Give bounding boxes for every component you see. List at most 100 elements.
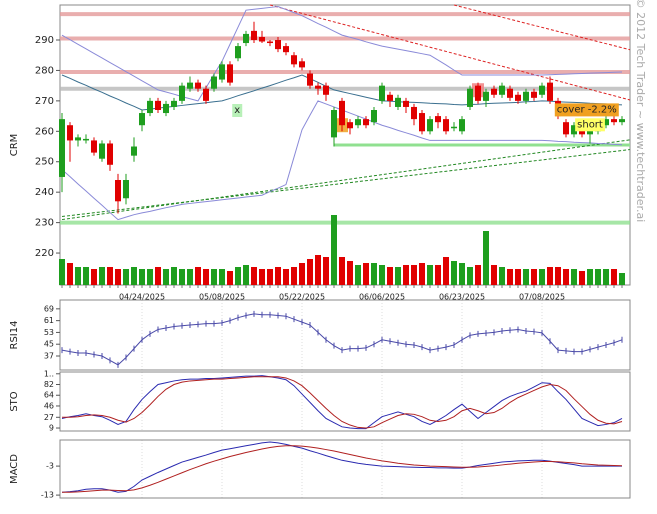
indicator-line <box>61 441 622 493</box>
candle-body <box>275 40 281 50</box>
volume-bar <box>67 263 73 285</box>
x-tick-label: 04/24/2025 <box>119 293 165 302</box>
candle-body <box>107 143 113 165</box>
candle-body <box>387 94 393 101</box>
volume-bar <box>579 271 585 285</box>
volume-bar <box>555 267 561 285</box>
trend-line <box>61 149 631 218</box>
volume-bar <box>163 269 169 285</box>
volume-bar <box>323 257 329 285</box>
volume-bar <box>435 265 441 285</box>
candle-body <box>347 122 353 129</box>
volume-bar <box>211 269 217 285</box>
volume-bar <box>491 265 497 285</box>
volume-bar <box>515 269 521 285</box>
y-tick-label: 260 <box>35 126 54 137</box>
candle-body <box>475 85 481 101</box>
candle-body <box>211 76 217 89</box>
annotation: x <box>234 105 240 116</box>
y-tick-label: 230 <box>35 218 54 229</box>
volume-bar <box>187 269 193 285</box>
y-axis-label: CRM <box>9 134 20 157</box>
candle-body <box>331 110 337 138</box>
candle-body <box>315 85 321 89</box>
x-tick-label: 05/08/2025 <box>199 293 245 302</box>
volume-bar <box>59 259 65 285</box>
candle-body <box>539 85 545 95</box>
volume-bar <box>331 215 337 285</box>
volume-bar <box>571 269 577 285</box>
candle-body <box>171 100 177 107</box>
candle-body <box>571 125 577 135</box>
indicator-line <box>61 375 623 430</box>
candle-body <box>339 100 345 126</box>
candle-body <box>203 88 209 101</box>
candle-body <box>531 91 537 98</box>
candle-body <box>467 88 473 107</box>
annotation-box <box>232 104 243 117</box>
volume-bar <box>371 263 377 285</box>
candle-body <box>371 110 377 123</box>
volume-bar <box>91 269 97 285</box>
annotation-box <box>575 118 605 132</box>
candle-body <box>123 180 129 199</box>
watermark: © 2012 Tech Trader ~ www.techtrader.ai <box>634 0 647 222</box>
candle-body <box>115 180 121 202</box>
volume-bar <box>595 269 601 285</box>
x-tick-label: 05/22/2025 <box>279 293 325 302</box>
volume-bar <box>483 231 489 285</box>
volume-bar <box>139 269 145 285</box>
volume-bar <box>123 269 129 285</box>
candle-body <box>411 106 417 120</box>
volume-bar <box>427 265 433 285</box>
indicator-line <box>62 445 623 493</box>
candle-body <box>99 143 105 159</box>
candle-body <box>267 41 273 44</box>
candle-body <box>395 97 401 107</box>
candle-body <box>291 55 297 65</box>
candle-body <box>299 61 305 68</box>
volume-bar <box>467 267 473 285</box>
panel-frame <box>59 371 631 432</box>
volume-bar <box>403 265 409 285</box>
candle-body <box>451 126 457 129</box>
candle-body <box>187 82 193 89</box>
trend-line <box>453 4 631 51</box>
annotation: short <box>577 119 603 130</box>
volume-bar <box>459 263 465 285</box>
candle-body <box>443 119 449 132</box>
candle-body <box>195 82 201 89</box>
y-tick-label: -13 <box>41 491 54 500</box>
candle-body <box>251 30 257 40</box>
candle-body <box>83 138 89 141</box>
trend-line <box>269 4 631 101</box>
volume-bar <box>99 267 105 285</box>
panel-frame <box>59 299 631 371</box>
volume-bar <box>395 267 401 285</box>
volume-bar <box>563 269 569 285</box>
candle-body <box>139 113 145 126</box>
volume-bar <box>363 263 369 285</box>
panel-frame <box>59 439 631 499</box>
y-tick-label: 290 <box>35 35 54 46</box>
volume-bar <box>611 269 617 285</box>
indicator-line <box>62 376 623 429</box>
candle-body <box>427 119 433 132</box>
candle-body <box>403 100 409 107</box>
candle-body <box>363 119 369 126</box>
candle-body <box>75 137 81 141</box>
candle-body <box>235 46 241 59</box>
y-tick-label: 250 <box>35 157 54 168</box>
candle-body <box>611 119 617 123</box>
y-tick-label: 9 <box>49 424 54 433</box>
candle-body <box>147 100 153 114</box>
candle-body <box>459 119 465 132</box>
candle-body <box>619 119 625 123</box>
y-tick-label: 64 <box>44 391 54 400</box>
y-tick-label: 1.. <box>44 369 54 378</box>
candle-body <box>131 146 137 156</box>
volume-bar <box>339 257 345 285</box>
y-tick-label: 82 <box>44 380 54 389</box>
volume-bar <box>147 269 153 285</box>
volume-bar <box>587 269 593 285</box>
